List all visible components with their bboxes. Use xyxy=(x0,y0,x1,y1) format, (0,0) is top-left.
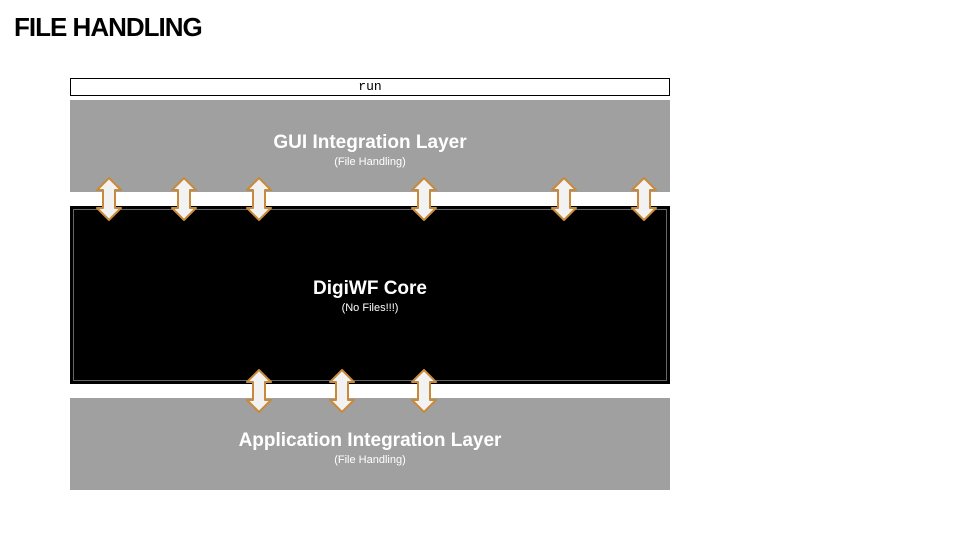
layer-app-title: Application Integration Layer xyxy=(70,398,670,452)
layer-core-title: DigiWF Core xyxy=(70,206,670,300)
layer-gui-title: GUI Integration Layer xyxy=(70,100,670,154)
run-bar: run xyxy=(70,78,670,96)
page-title: FILE HANDLING xyxy=(14,12,202,43)
layer-gui: GUI Integration Layer (File Handling) xyxy=(70,100,670,192)
layer-app-subtitle: (File Handling) xyxy=(70,452,670,466)
architecture-diagram: run GUI Integration Layer (File Handling… xyxy=(70,78,670,490)
layer-core: DigiWF Core (No Files!!!) xyxy=(70,206,670,384)
layer-gui-subtitle: (File Handling) xyxy=(70,154,670,168)
layer-app: Application Integration Layer (File Hand… xyxy=(70,398,670,490)
layer-core-subtitle: (No Files!!!) xyxy=(70,300,670,314)
